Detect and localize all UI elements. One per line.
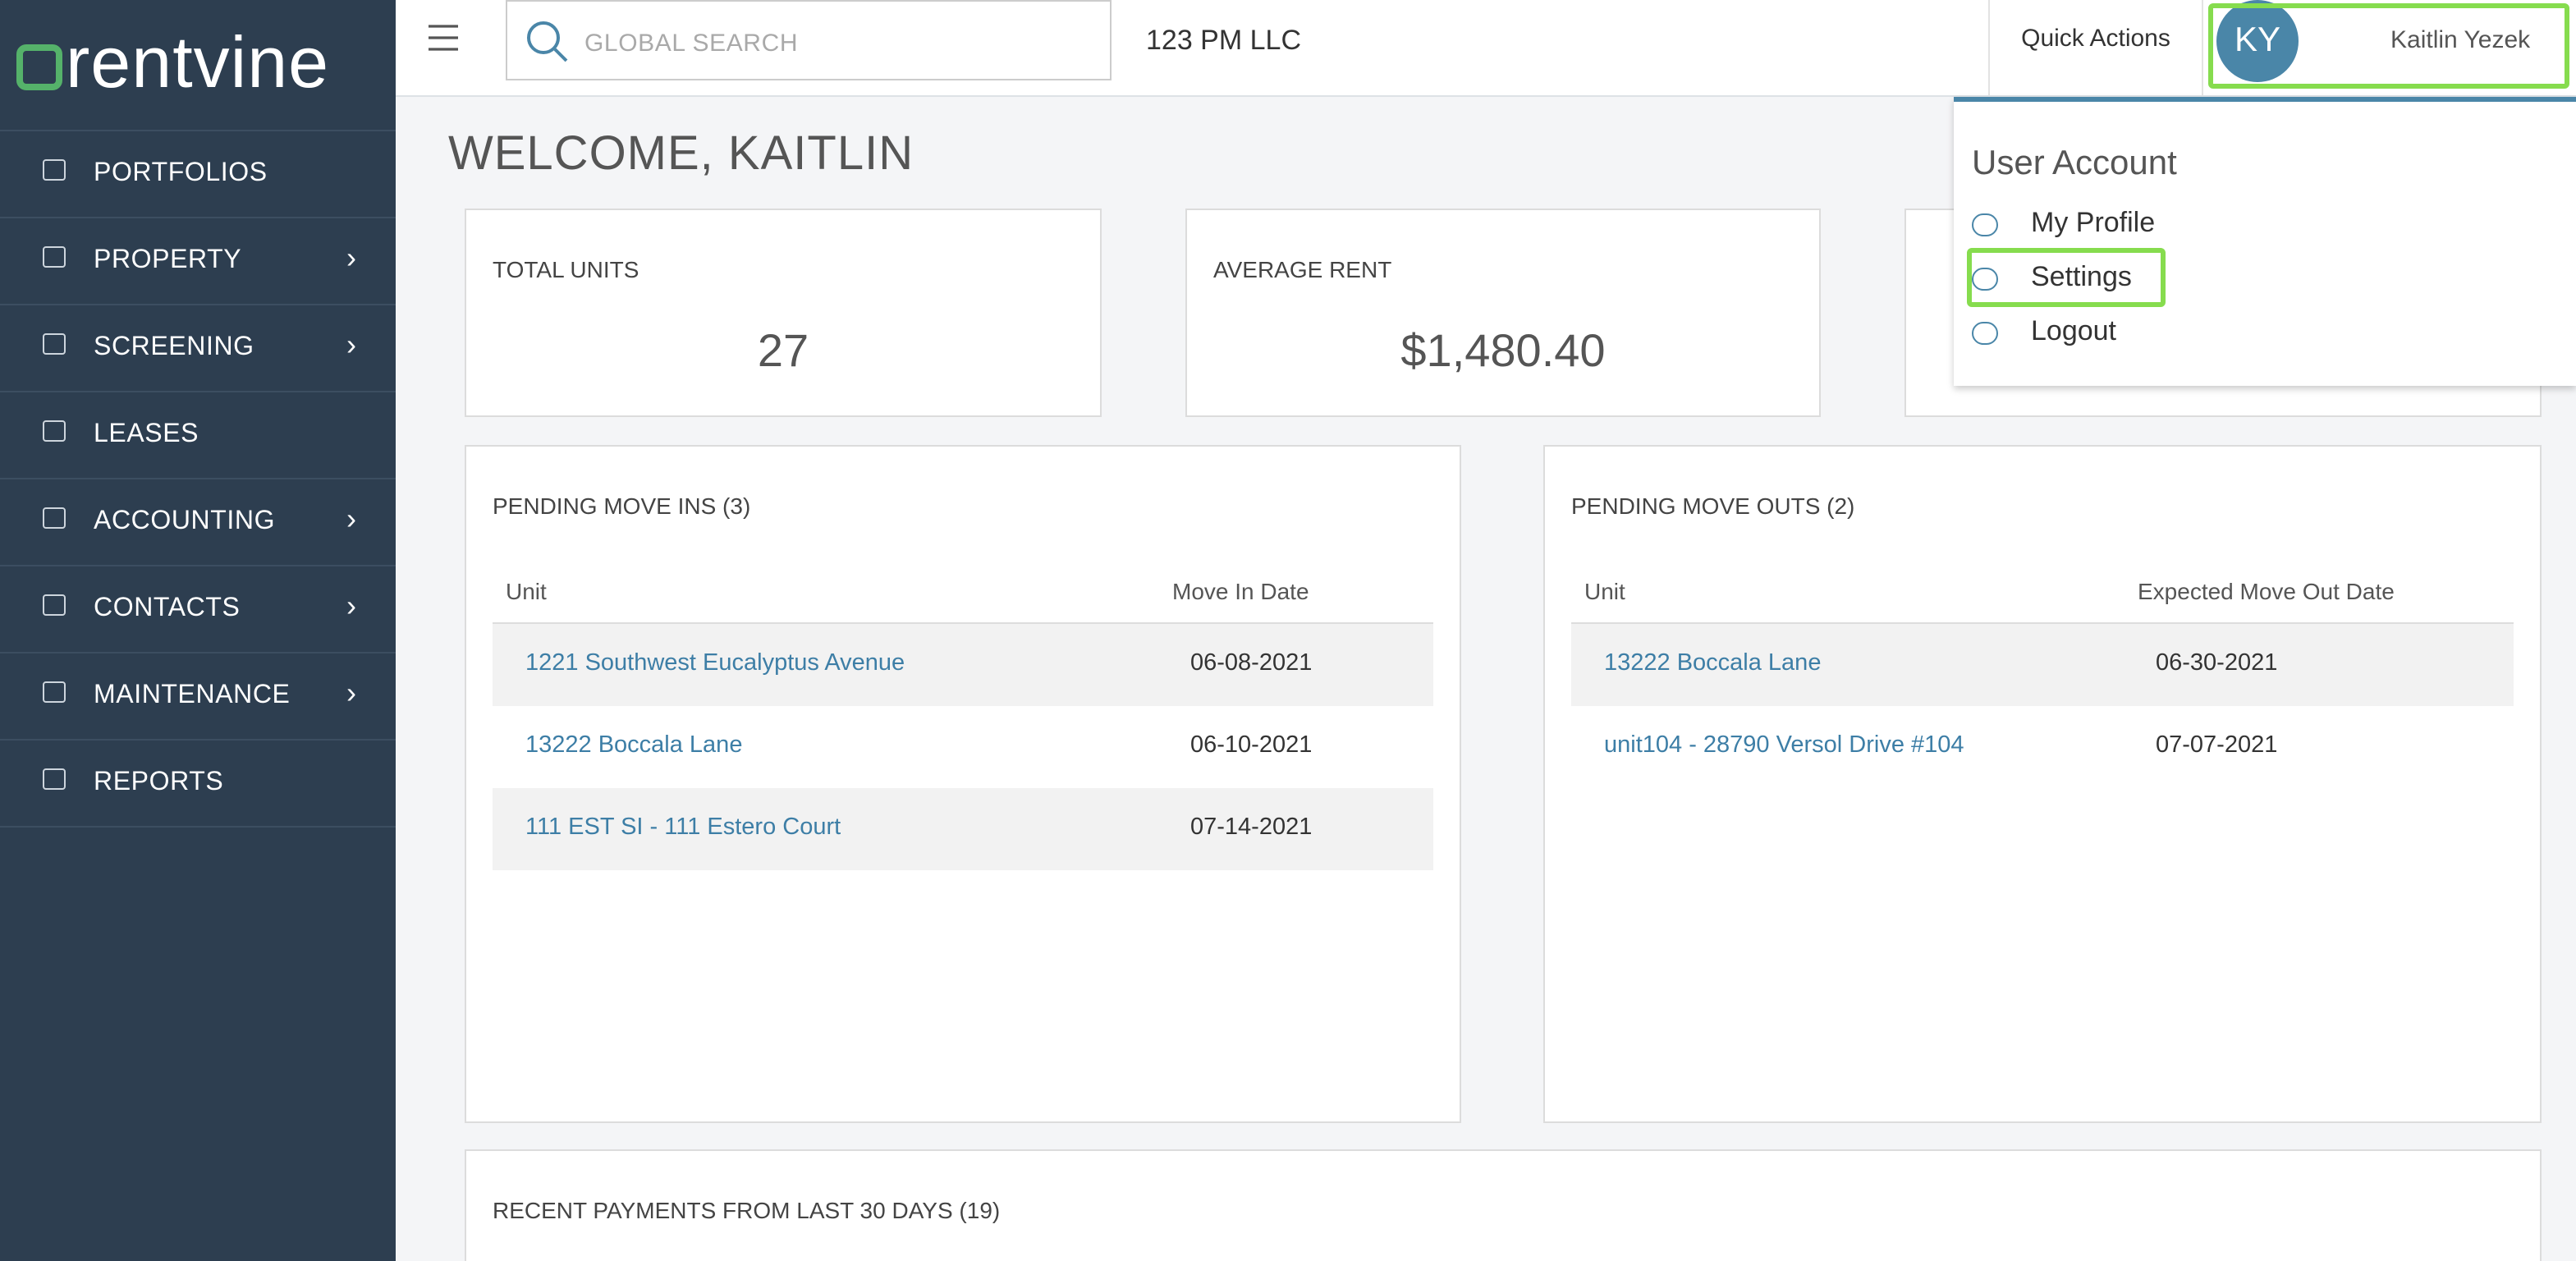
chevron: › [346,328,357,361]
highlight-box [2208,3,2569,89]
date: 07-14-2021 [1190,814,1313,841]
table-row: 13222 Boccala Lane 06-10-2021 [493,706,1433,788]
panel-title: RECENT PAYMENTS FROM LAST 30 DAYS (19) [493,1197,1001,1223]
nav-icon [43,246,66,268]
welcome-heading: WELCOME, KAITLIN [448,128,914,181]
dropdown-title: User Account [1972,144,2177,182]
column-header: Unit [1584,578,1625,604]
nav-divider [0,826,396,828]
nav-label: LEASES [94,420,199,448]
dropdown-item[interactable]: Logout [2031,315,2116,346]
unit-link[interactable]: 13222 Boccala Lane [525,732,743,759]
header-rule [493,622,1433,624]
move-outs-panel: PENDING MOVE OUTS (2) Unit Expected Move O… [1543,445,2542,1123]
unit-link[interactable]: 111 EST SI - 111 Estero Court [525,814,841,841]
menu-icon[interactable] [429,25,458,51]
nav-icon [43,159,66,181]
date: 06-30-2021 [2156,650,2278,676]
date: 07-07-2021 [2156,732,2278,759]
search-icon [527,21,568,62]
stat-label: AVERAGE RENT [1213,256,1392,282]
nav-label: ACCOUNTING [94,507,276,535]
topbar: GLOBAL SEARCH 123 PM LLC Quick Actions K… [396,0,2576,97]
search-box[interactable]: GLOBAL SEARCH [506,0,1112,80]
sidebar: rentvine PORTFOLIOS PROPERTY › SCREENING › LE… [0,0,396,1261]
nav-item[interactable]: ACCOUNTING › [0,478,396,565]
dropdown-item[interactable]: Settings [2031,261,2132,292]
quick-actions[interactable]: Quick Actions [1988,0,2203,95]
nav-icon [43,420,66,442]
date: 06-08-2021 [1190,650,1313,676]
nav-item[interactable]: LEASES [0,391,396,478]
panel-title: PENDING MOVE OUTS (2) [1571,493,1855,519]
stat-label: TOTAL UNITS [493,256,639,282]
table-row: 111 EST SI - 111 Estero Court 07-14-2021 [493,788,1433,870]
nav-icon [43,594,66,616]
panel-title: PENDING MOVE INS (3) [493,493,751,519]
company-name[interactable]: 123 PM LLC [1146,25,1301,56]
nav-icon [43,681,66,703]
nav-item[interactable]: PORTFOLIOS [0,130,396,217]
dropdown-item[interactable]: My Profile [2031,207,2156,238]
column-header: Expected Move Out Date [2138,578,2395,604]
column-header: Move In Date [1172,578,1309,604]
avatar[interactable]: KY [2216,0,2299,82]
stat-card: TOTAL UNITS 27 [465,209,1102,417]
chevron: › [346,241,357,274]
nav-item[interactable]: PROPERTY › [0,217,396,304]
header-rule [1571,622,2514,624]
unit-link[interactable]: 13222 Boccala Lane [1604,650,1822,676]
item-icon [1972,213,1998,236]
nav-label: MAINTENANCE [94,681,291,709]
nav-item[interactable]: REPORTS [0,739,396,826]
stat-value: 27 [757,325,809,376]
table-row: unit104 - 28790 Versol Drive #104 07-07-2… [1571,706,2514,788]
logo[interactable]: rentvine [16,23,329,105]
nav-icon [43,507,66,529]
item-icon [1972,322,1998,345]
table-row: 13222 Boccala Lane 06-30-2021 [1571,624,2514,706]
brand: rentvine [66,23,330,103]
stat-card: AVERAGE RENT $1,480.40 [1185,209,1821,417]
nav-label: SCREENING [94,333,254,361]
nav-icon [43,768,66,790]
highlight-box [1967,248,2166,307]
date: 06-10-2021 [1190,732,1313,759]
payments-panel: RECENT PAYMENTS FROM LAST 30 DAYS (19) [465,1149,2542,1261]
stat-value: $1,480.40 [1400,325,1606,376]
move-ins-panel: PENDING MOVE INS (3) Unit Move In Date 1221… [465,445,1461,1123]
nav-item[interactable]: SCREENING › [0,304,396,391]
user-dropdown: User Account My Profile Settings Logout [1954,97,2576,386]
chevron: › [346,676,357,709]
nav-label: PORTFOLIOS [94,159,268,187]
nav-icon [43,333,66,355]
chevron: › [346,589,357,622]
table-row: 1221 Southwest Eucalyptus Avenue 06-08-20… [493,624,1433,706]
nav-label: CONTACTS [94,594,241,622]
unit-link[interactable]: 1221 Southwest Eucalyptus Avenue [525,650,905,676]
user-name[interactable]: Kaitlin Yezek [2390,26,2531,54]
nav-item[interactable]: CONTACTS › [0,565,396,652]
chevron: › [346,502,357,535]
nav-item[interactable]: MAINTENANCE › [0,652,396,739]
nav-label: PROPERTY [94,246,242,274]
item-icon [1972,268,1998,291]
column-header: Unit [506,578,547,604]
nav-label: REPORTS [94,768,224,796]
unit-link[interactable]: unit104 - 28790 Versol Drive #104 [1604,732,1964,759]
logo-mark [16,44,62,90]
search-placeholder: GLOBAL SEARCH [584,30,799,57]
